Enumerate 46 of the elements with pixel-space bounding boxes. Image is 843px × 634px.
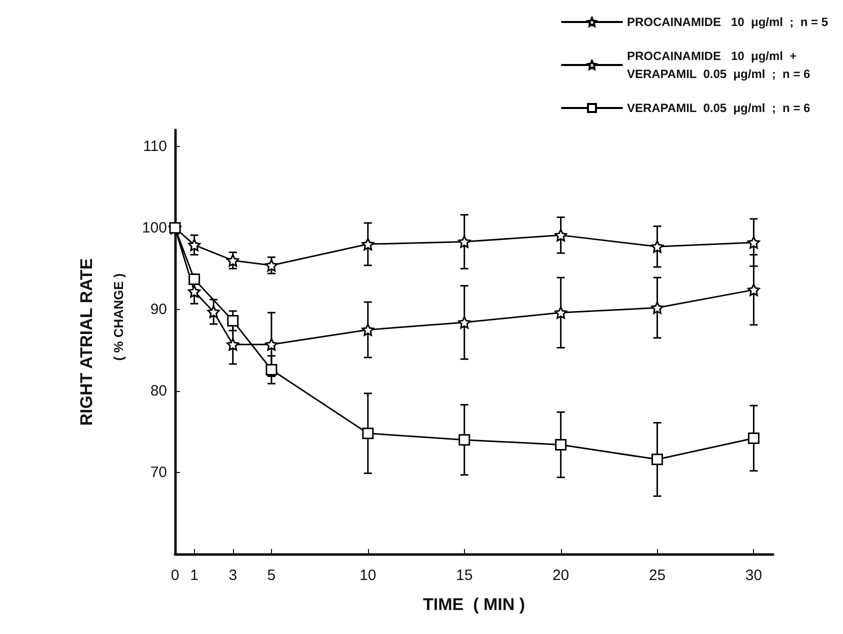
x-tick-label: 3 xyxy=(228,567,238,584)
point xyxy=(458,316,471,329)
point xyxy=(265,259,278,272)
point xyxy=(188,285,201,298)
point xyxy=(747,284,760,296)
y-tick-label: 90 xyxy=(150,300,167,318)
y-axis-title: RIGHT ATRIAL RATE xyxy=(77,258,96,426)
point xyxy=(226,338,240,351)
x-tick-label: 30 xyxy=(745,567,762,584)
x-tick-label: 15 xyxy=(456,567,473,584)
legend-label: VERAPAMIL 0.05 μg/ml ; n = 6 xyxy=(626,101,811,115)
point xyxy=(362,238,374,250)
legend-label: PROCAINAMIDE 10 μg/ml + VERAPAMIL 0.05 μg/ml ; n = 6 xyxy=(626,49,811,81)
point xyxy=(554,228,568,242)
point xyxy=(188,238,201,252)
point xyxy=(362,428,374,440)
point xyxy=(227,315,239,327)
x-tick-label: 25 xyxy=(648,567,666,584)
point xyxy=(266,364,278,376)
point xyxy=(207,306,220,318)
point xyxy=(651,302,664,314)
point xyxy=(169,222,181,234)
x-tick-label: 5 xyxy=(267,567,276,584)
y-tick-label: 80 xyxy=(150,382,167,400)
point xyxy=(458,235,471,248)
point xyxy=(555,438,567,450)
y-tick-label: 110 xyxy=(143,138,167,155)
text: ( % CHANGE ) xyxy=(111,273,126,361)
y-tick-label: 100 xyxy=(142,219,167,236)
point xyxy=(748,432,760,444)
point xyxy=(651,240,664,253)
x-tick-label: 10 xyxy=(360,567,376,584)
point xyxy=(226,254,240,267)
x-tick-label: 1 xyxy=(190,567,198,584)
y-tick-label: 70 xyxy=(150,464,167,481)
legend-label: PROCAINAMIDE 10 μg/ml ; n = 5 xyxy=(626,15,828,29)
point xyxy=(265,338,278,351)
x-axis-title: TIME ( MIN ) xyxy=(423,595,525,614)
point xyxy=(554,306,568,319)
point xyxy=(458,434,470,446)
x-tick-label: 0 xyxy=(170,567,180,584)
point xyxy=(652,454,664,466)
x-tick-label: 20 xyxy=(552,567,570,584)
point xyxy=(362,324,374,336)
point xyxy=(747,236,760,249)
point xyxy=(188,273,200,285)
